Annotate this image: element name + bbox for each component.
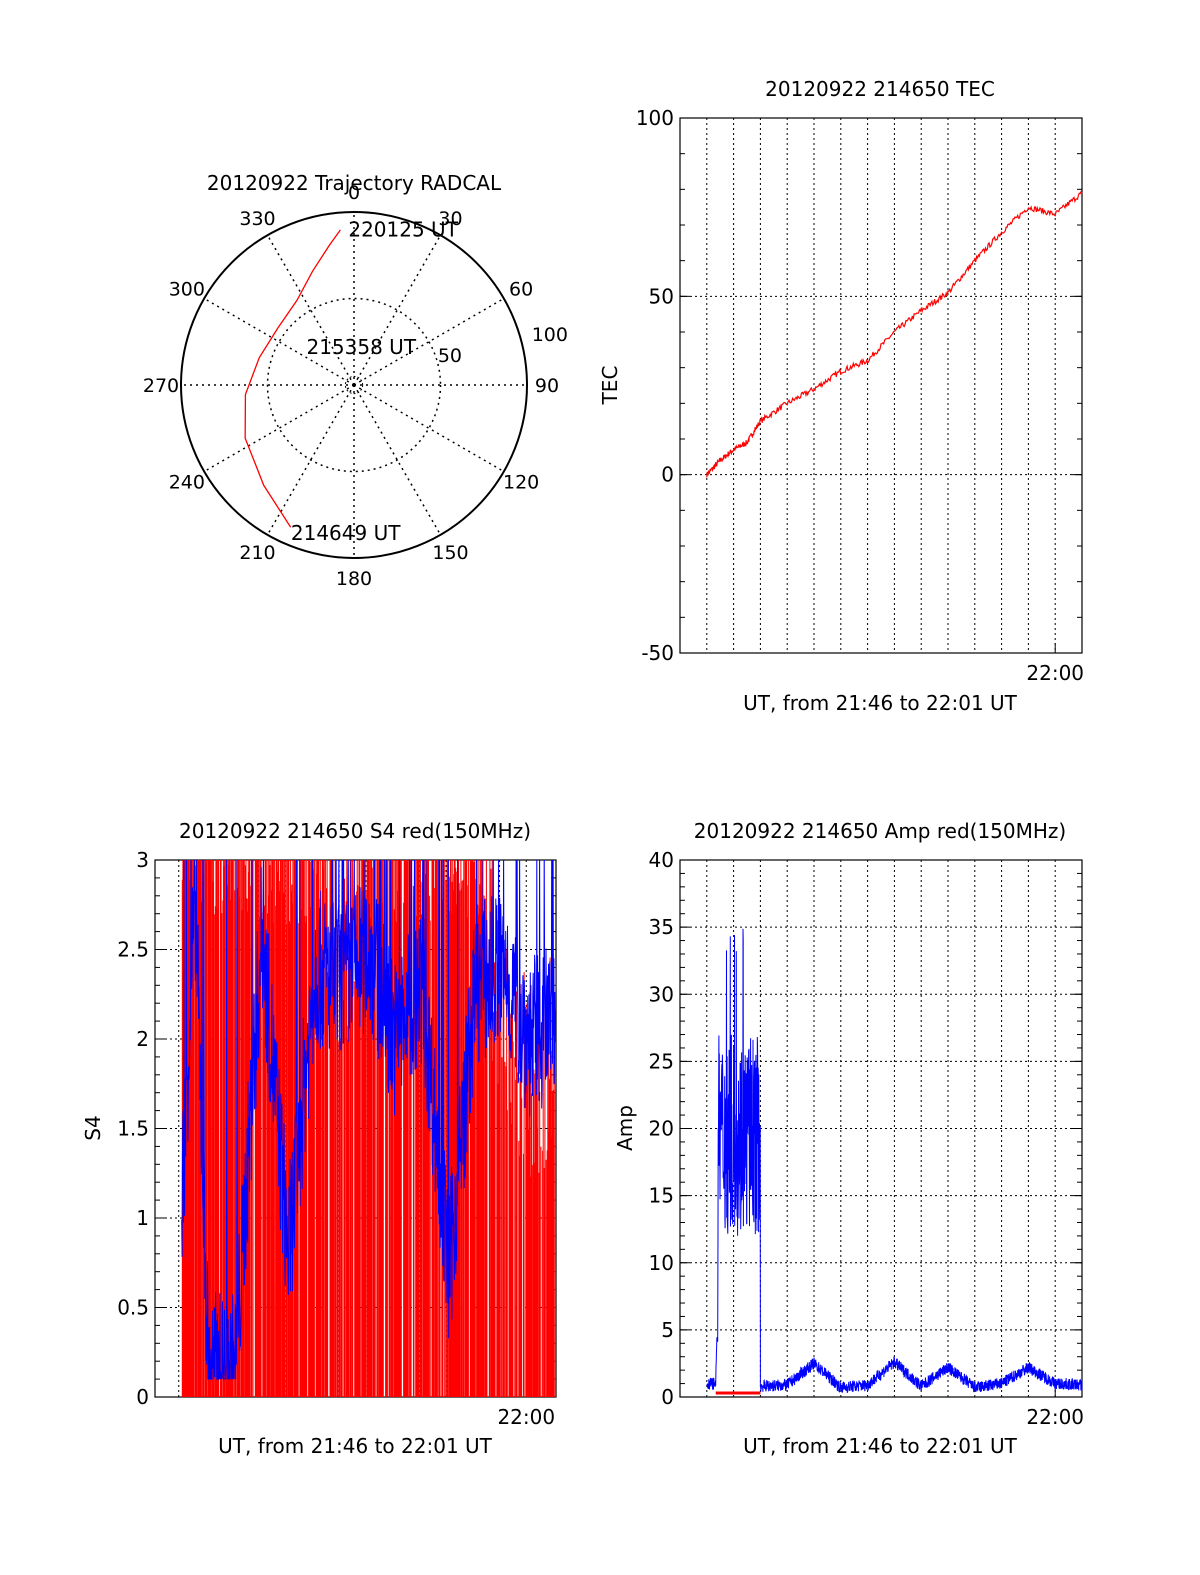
- y-tick-label: 1.5: [117, 1117, 149, 1141]
- polar-spoke: [266, 384, 355, 536]
- polar-title: 20120922 Trajectory RADCAL: [207, 171, 502, 195]
- polar-grid: [180, 211, 528, 559]
- polar-azimuth-label: 60: [509, 279, 533, 301]
- y-tick-label: 2: [136, 1027, 149, 1051]
- polar-spoke: [203, 297, 355, 386]
- y-tick-label: 3: [136, 848, 149, 872]
- polar-azimuth-label: 180: [336, 568, 372, 590]
- polar-azimuth-label: 330: [239, 208, 275, 230]
- polar-series: [244, 229, 341, 528]
- y-tick-label: 40: [649, 848, 674, 872]
- trajectory-line: [244, 229, 341, 528]
- y-tick-label: 0.5: [117, 1296, 149, 1320]
- polar-azimuth-label: 300: [169, 279, 205, 301]
- y-tick-label: 30: [649, 982, 674, 1006]
- polar-azimuth-label: 150: [432, 542, 468, 564]
- y-tick-label: 10: [649, 1251, 674, 1275]
- polar-azimuth-label: 240: [169, 472, 205, 494]
- amp-title: 20120922 214650 Amp red(150MHz): [694, 819, 1066, 843]
- y-tick-label: 25: [649, 1049, 674, 1073]
- polar-radial-label: 100: [532, 324, 568, 346]
- s4-blue-series: [181, 860, 556, 1380]
- polar-trajectory-panel: 20120922 Trajectory RADCAL 0 30 60 90 120 150…: [143, 171, 568, 590]
- amp-ylabel: Amp: [613, 1105, 637, 1151]
- polar-time-annotation: 220125 UT: [348, 218, 458, 242]
- x-tick-label: 22:00: [1026, 1405, 1084, 1429]
- y-tick-label: 5: [661, 1318, 674, 1342]
- polar-radial-label: 50: [438, 345, 462, 367]
- s4-ylabel: S4: [81, 1115, 105, 1140]
- polar-azimuth-label: 30: [438, 208, 462, 230]
- y-tick-label: 0: [661, 463, 674, 487]
- tec-panel: 20120922 214650 TEC TEC UT, from 21:46 t…: [598, 77, 1084, 715]
- x-tick-label: 22:00: [1026, 661, 1084, 685]
- polar-spoke: [353, 297, 505, 386]
- polar-spoke: [353, 234, 442, 386]
- polar-azimuth-label: 120: [503, 472, 539, 494]
- polar-spoke: [266, 234, 355, 386]
- polar-azimuth-label: 210: [239, 542, 275, 564]
- polar-ring-center: [344, 375, 364, 395]
- tec-xlabel: UT, from 21:46 to 22:01 UT: [743, 691, 1018, 715]
- amp-panel: 20120922 214650 Amp red(150MHz) Amp UT, …: [613, 819, 1084, 1458]
- polar-spoke: [353, 384, 505, 473]
- amp-plot-area: 0 5 10 15 20 25 30 35 40 22:00: [649, 848, 1084, 1429]
- s4-panel: 20120922 214650 S4 red(150MHz) S4 UT, fr…: [81, 819, 557, 1458]
- y-tick-label: 35: [649, 915, 674, 939]
- amp-xlabel: UT, from 21:46 to 22:01 UT: [743, 1434, 1018, 1458]
- y-tick-label: 0: [661, 1385, 674, 1409]
- plot-frame: [679, 117, 1083, 654]
- polar-spoke: [203, 384, 355, 473]
- amp-blue-series: [706, 928, 1083, 1394]
- y-tick-label: 0: [136, 1385, 149, 1409]
- y-tick-label: 20: [649, 1117, 674, 1141]
- polar-azimuth-label: 270: [143, 375, 179, 397]
- polar-azimuth-label: 90: [535, 375, 559, 397]
- y-tick-label: 15: [649, 1184, 674, 1208]
- s4-plot-area: 0 0.5 1 1.5 2 2.5 3 22:00: [117, 848, 557, 1429]
- tec-ylabel: TEC: [598, 366, 622, 406]
- y-tick-label: 50: [649, 284, 674, 308]
- s4-xlabel: UT, from 21:46 to 22:01 UT: [218, 1434, 493, 1458]
- polar-labels: 0 30 60 90 120 150 180 210 240 270 300 330 50 100 2201…: [143, 182, 568, 590]
- plot-frame: [679, 859, 1083, 1398]
- polar-ring-50: [266, 297, 442, 473]
- s4-title: 20120922 214650 S4 red(150MHz): [179, 819, 531, 843]
- polar-azimuth-label: 0: [348, 182, 360, 204]
- tec-plot-area: -50 0 50 100 22:00: [636, 106, 1084, 685]
- y-tick-label: 1: [136, 1206, 149, 1230]
- y-tick-label: -50: [641, 641, 674, 665]
- polar-time-annotation: 215358 UT: [306, 335, 416, 359]
- y-tick-label: 100: [636, 106, 674, 130]
- polar-outer-ring: [180, 211, 528, 559]
- polar-time-annotation: 214649 UT: [291, 521, 401, 545]
- polar-spoke: [353, 384, 442, 536]
- x-tick-label: 22:00: [497, 1405, 555, 1429]
- y-tick-label: 2.5: [117, 938, 149, 962]
- tec-title: 20120922 214650 TEC: [765, 77, 995, 101]
- tec-series-line: [706, 190, 1083, 478]
